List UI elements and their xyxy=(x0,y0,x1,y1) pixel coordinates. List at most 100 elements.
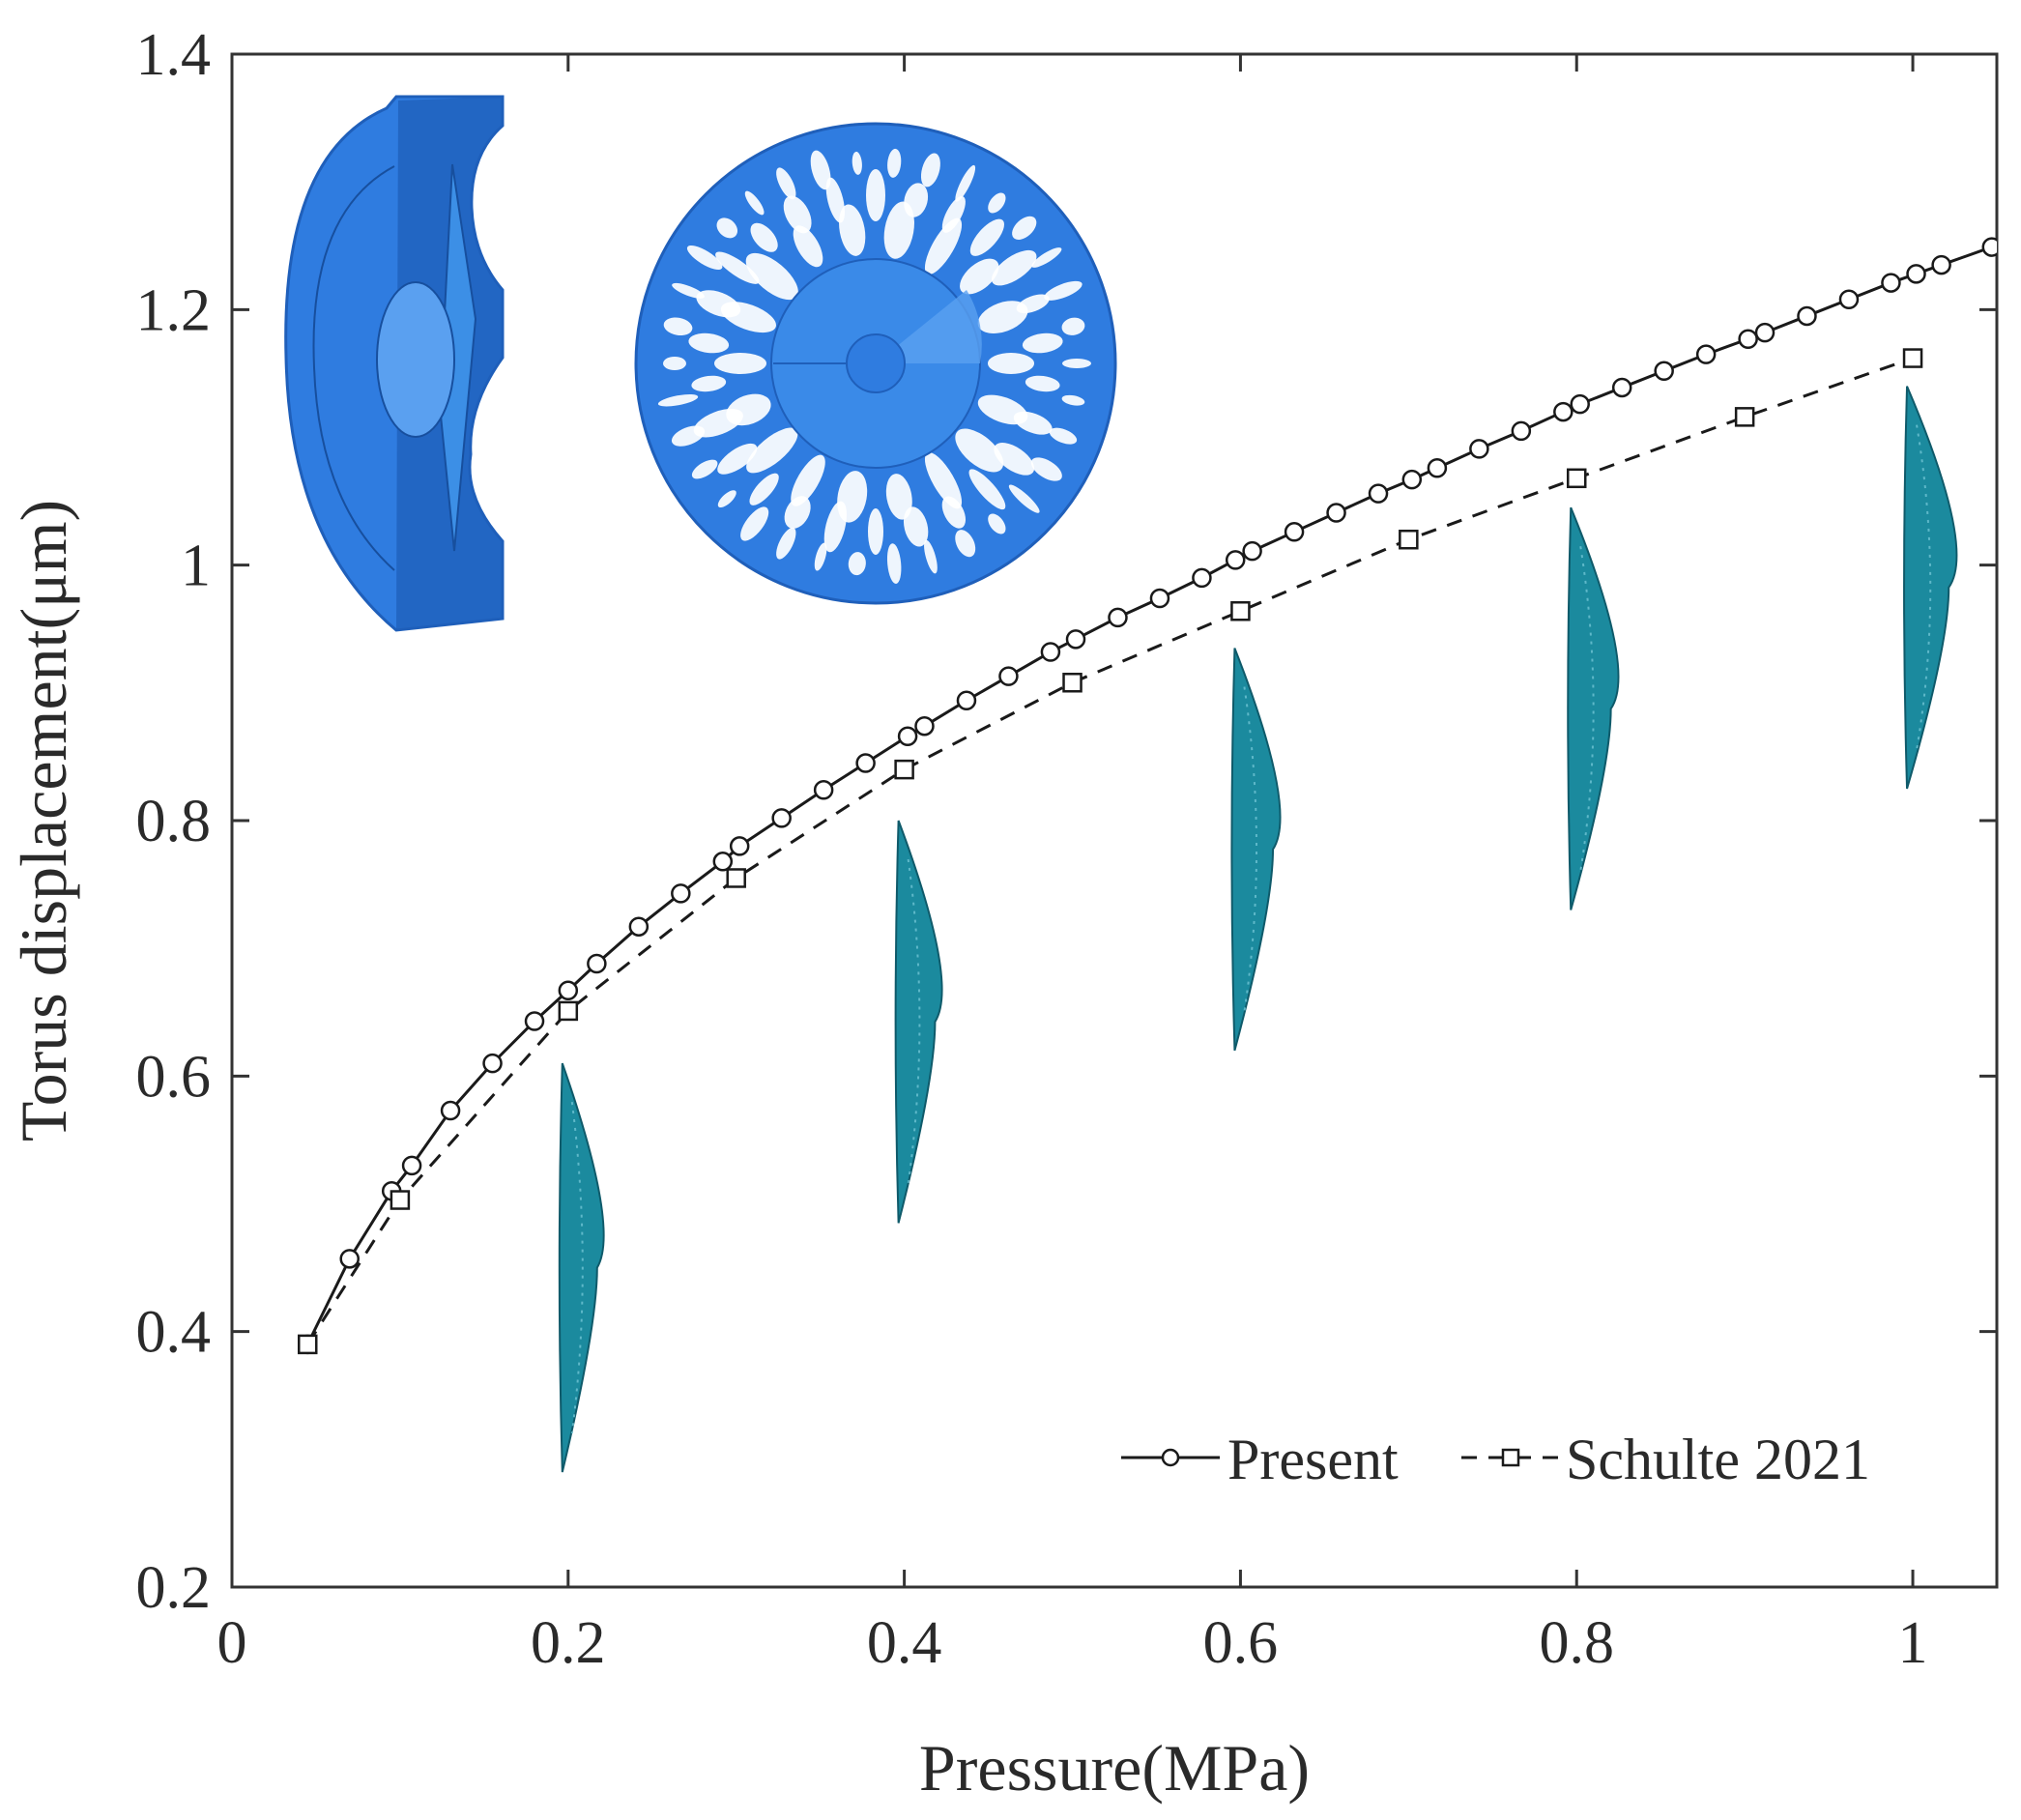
data-point-present xyxy=(1981,237,1997,257)
model-section-inset xyxy=(284,95,505,632)
lattice-hole xyxy=(988,513,1006,534)
data-point-present xyxy=(1611,377,1632,398)
lattice-hole xyxy=(746,427,798,474)
data-point-present xyxy=(1326,503,1346,523)
data-point-schulte-2021 xyxy=(558,1000,579,1022)
data-point-present xyxy=(1695,344,1717,364)
lattice-hole xyxy=(886,543,902,585)
lattice-hole xyxy=(868,508,883,555)
data-point-present xyxy=(1469,439,1489,459)
data-point-present xyxy=(729,836,750,856)
lattice-hole xyxy=(693,408,743,438)
legend: Present Schulte 2021 xyxy=(1121,1428,1870,1491)
y-axis-title: Torus displacement(μm) xyxy=(7,500,80,1141)
data-point-present xyxy=(558,980,579,1001)
lattice-hole xyxy=(887,148,902,178)
lattice-hole xyxy=(1031,247,1062,268)
data-point-present xyxy=(1570,393,1590,415)
x-tick-label: 1 xyxy=(1898,1610,1928,1676)
data-point-schulte-2021 xyxy=(1399,529,1419,550)
lattice-hole xyxy=(883,201,914,259)
model-section-ring xyxy=(312,165,395,571)
lattice-hole xyxy=(968,469,1006,510)
lattice-disc-facet xyxy=(876,290,982,363)
lattice-hole xyxy=(991,249,1037,286)
x-tick-label: 0.8 xyxy=(1539,1610,1614,1676)
data-point-schulte-2021 xyxy=(1230,600,1251,621)
data-point-present xyxy=(339,1249,360,1269)
lattice-disc-inset xyxy=(634,122,1117,605)
data-point-present xyxy=(1108,607,1128,628)
data-point-present xyxy=(1738,329,1758,349)
plot-area xyxy=(230,52,1999,1589)
data-point-present xyxy=(1368,483,1389,504)
x-tick-label: 0.6 xyxy=(1203,1610,1279,1676)
lattice-hole xyxy=(1013,411,1053,435)
lattice-hole xyxy=(1022,332,1063,354)
lattice-hole xyxy=(745,252,798,301)
legend-present-label: Present xyxy=(1227,1428,1399,1491)
lattice-hole xyxy=(810,150,831,190)
data-point-present xyxy=(771,808,792,828)
lattice-hole xyxy=(784,496,811,529)
lattice-hole xyxy=(663,317,693,336)
data-point-present xyxy=(897,726,918,747)
data-point-present xyxy=(440,1100,461,1121)
y-tick-label: 0.2 xyxy=(136,1555,212,1621)
lattice-hole xyxy=(1049,427,1078,445)
data-point-schulte-2021 xyxy=(1734,407,1755,427)
x-tick-label: 0 xyxy=(217,1610,247,1676)
lattice-hole xyxy=(1030,457,1062,481)
deformed-shape xyxy=(1567,506,1620,910)
y-tick-label: 1.2 xyxy=(136,277,212,343)
lattice-disc-hub xyxy=(846,333,906,393)
lattice-hole xyxy=(904,183,929,217)
lattice-hole xyxy=(924,217,963,274)
data-point-present xyxy=(1838,289,1860,310)
lattice-hole xyxy=(776,167,796,200)
lattice-hole xyxy=(793,225,823,268)
lattice-hole xyxy=(994,443,1035,476)
lattice-hole xyxy=(969,218,1004,256)
lattice-hole xyxy=(848,552,866,576)
lattice-hole xyxy=(1025,375,1060,392)
lattice-hole xyxy=(924,539,938,574)
data-point-present xyxy=(1754,322,1776,343)
data-point-schulte-2021 xyxy=(894,759,914,780)
data-point-present xyxy=(956,690,977,711)
y-tick-label: 0.8 xyxy=(136,789,212,854)
lattice-hole xyxy=(691,375,727,392)
lattice-hole xyxy=(955,164,976,202)
data-point-present xyxy=(813,780,834,800)
data-point-present xyxy=(1797,305,1817,327)
lattice-hole xyxy=(716,217,738,239)
lattice-hole xyxy=(1061,317,1085,335)
lattice-hole xyxy=(924,452,963,509)
data-point-present xyxy=(1906,264,1926,284)
lattice-hole xyxy=(955,428,1004,473)
lattice-hole xyxy=(717,490,736,508)
lattice-hole xyxy=(657,393,699,407)
insets xyxy=(284,95,1958,1473)
legend-present-marker xyxy=(1161,1448,1180,1467)
lattice-hole xyxy=(783,195,812,234)
data-point-present xyxy=(1284,522,1305,542)
lattice-hole xyxy=(691,459,718,479)
x-axis-title: Pressure(MPa) xyxy=(919,1731,1310,1805)
data-point-present xyxy=(1065,629,1086,650)
legend-schulte-marker xyxy=(1501,1448,1520,1467)
data-point-present xyxy=(671,883,691,904)
lattice-hole xyxy=(1012,216,1037,240)
model-section-hub xyxy=(376,281,455,438)
lattice-hole xyxy=(988,192,1006,214)
lattice-hole xyxy=(941,496,967,529)
y-tick-label: 1 xyxy=(181,534,211,599)
x-tick-label: 0.4 xyxy=(867,1610,942,1676)
lattice-hole xyxy=(791,454,825,506)
lattice-hole xyxy=(1008,484,1040,513)
y-tick-label: 0.6 xyxy=(136,1044,212,1110)
data-point-present xyxy=(855,753,876,773)
data-point-schulte-2021 xyxy=(1902,348,1923,368)
lattice-hole xyxy=(686,245,723,271)
